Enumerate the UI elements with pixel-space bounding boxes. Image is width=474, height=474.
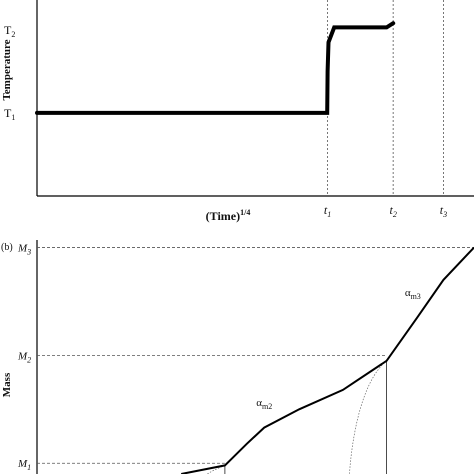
panel-label-b: (b) bbox=[1, 242, 13, 253]
annotation-alpha-m3: αm3 bbox=[405, 287, 421, 301]
annotation-alpha-m2: αm2 bbox=[256, 397, 272, 411]
ytick-T2: T2 bbox=[4, 23, 15, 39]
extrapolation-1 bbox=[207, 465, 226, 474]
ylabel-mass: Mass bbox=[1, 372, 13, 397]
ylabel-temperature: Temperature bbox=[1, 39, 13, 100]
temperature-curve bbox=[35, 21, 396, 115]
panel-mass: (b) M1 M2 M3 αm2 αm3 Mass bbox=[1, 240, 474, 474]
ytick-M3: M3 bbox=[17, 243, 31, 257]
xtick-t2: t2 bbox=[389, 203, 396, 219]
xtick-t3: t3 bbox=[440, 203, 447, 219]
xlabel-time: (Time)1/4 bbox=[206, 208, 251, 223]
ytick-M1: M1 bbox=[17, 458, 31, 472]
mass-curve bbox=[181, 246, 474, 474]
panel-temperature: T1 T2 t1 t2 t3 (Time)1/4 Temperature bbox=[1, 0, 474, 223]
extrapolation-2 bbox=[349, 360, 387, 474]
xtick-t1: t1 bbox=[324, 203, 331, 219]
ytick-M2: M2 bbox=[17, 350, 31, 364]
ytick-T1: T1 bbox=[4, 106, 15, 122]
